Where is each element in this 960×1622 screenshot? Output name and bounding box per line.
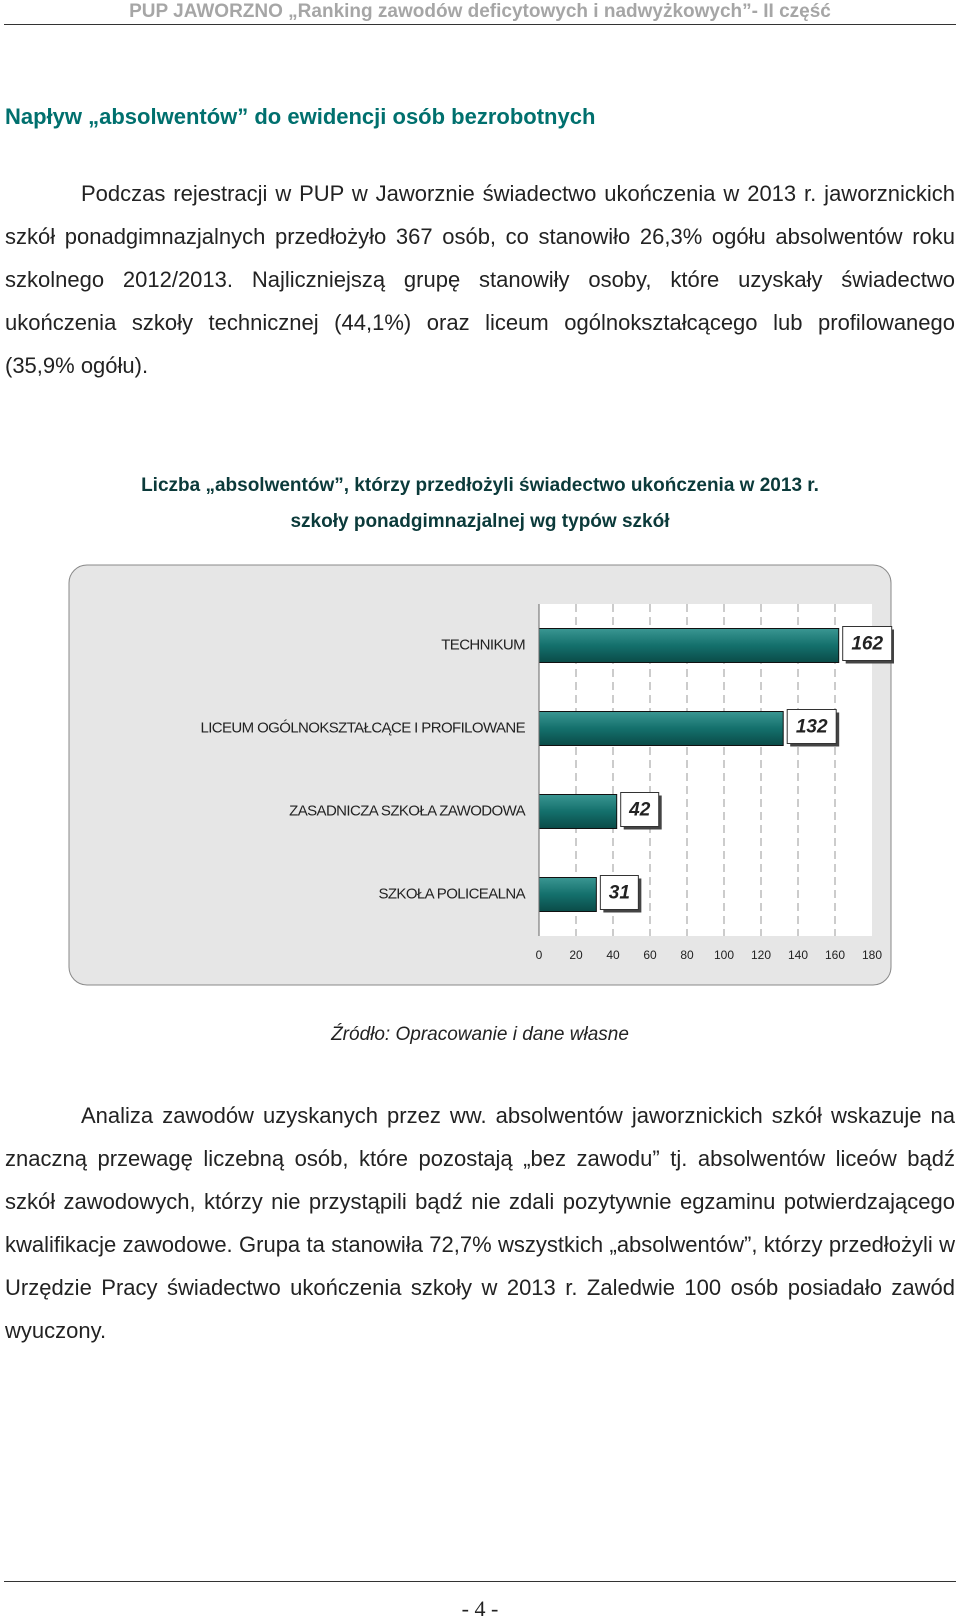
value-label-box: [842, 626, 893, 661]
value-label: 31: [609, 883, 630, 904]
x-tick-label: 80: [680, 948, 694, 962]
page-number: - 4 -: [461, 1596, 499, 1621]
y-tick-label: ZASADNICZA SZKOŁA ZAWODOWA: [289, 802, 525, 819]
y-tick-label: LICEUM OGÓLNOKSZTAŁCĄCE I PROFILOWANE: [200, 719, 525, 736]
bar: [538, 628, 840, 663]
value-label: 162: [851, 634, 883, 655]
x-tick-label: 40: [606, 948, 620, 962]
footer-rule: [4, 1581, 956, 1582]
x-tick-label: 100: [714, 948, 734, 962]
paragraph: Analiza zawodów uzyskanych przez ww. abs…: [5, 1103, 955, 1343]
x-tick-label: 180: [862, 948, 882, 962]
x-tick-label: 140: [788, 948, 808, 962]
chart: 0 20 40 60 80 100 120 140 160 180 TECHNIKUM 162 LICE…: [68, 564, 894, 986]
value-label-box: [786, 709, 837, 744]
page-header: PUP JAWORZNO „Ranking zawodów deficytowy…: [129, 1, 831, 22]
paragraph: Podczas rejestracji w PUP w Jaworznie św…: [5, 181, 955, 378]
bar: [538, 877, 597, 912]
x-tick-label: 0: [536, 948, 543, 962]
value-label-box: [620, 792, 660, 827]
bar: [538, 794, 618, 829]
header-rule: [4, 24, 956, 25]
value-label-box: [599, 875, 639, 910]
bar: [538, 711, 784, 746]
x-tick-label: 20: [569, 948, 583, 962]
x-tick-label: 120: [751, 948, 771, 962]
y-tick-label: TECHNIKUM: [441, 636, 525, 653]
section-heading: Napływ „absolwentów” do ewidencji osób b…: [5, 104, 596, 129]
y-tick-label: SZKOŁA POLICEALNA: [378, 885, 525, 902]
source-note: Źródło: Opracowanie i dane własne: [331, 1024, 629, 1045]
chart-title: szkoły ponadgimnazjalnej wg typów szkół: [290, 511, 670, 532]
x-tick-label: 160: [825, 948, 845, 962]
chart-title: Liczba „absolwentów”, którzy przedłożyli…: [141, 475, 819, 496]
value-label: 42: [628, 800, 651, 821]
value-label: 132: [796, 717, 828, 738]
x-tick-label: 60: [643, 948, 657, 962]
